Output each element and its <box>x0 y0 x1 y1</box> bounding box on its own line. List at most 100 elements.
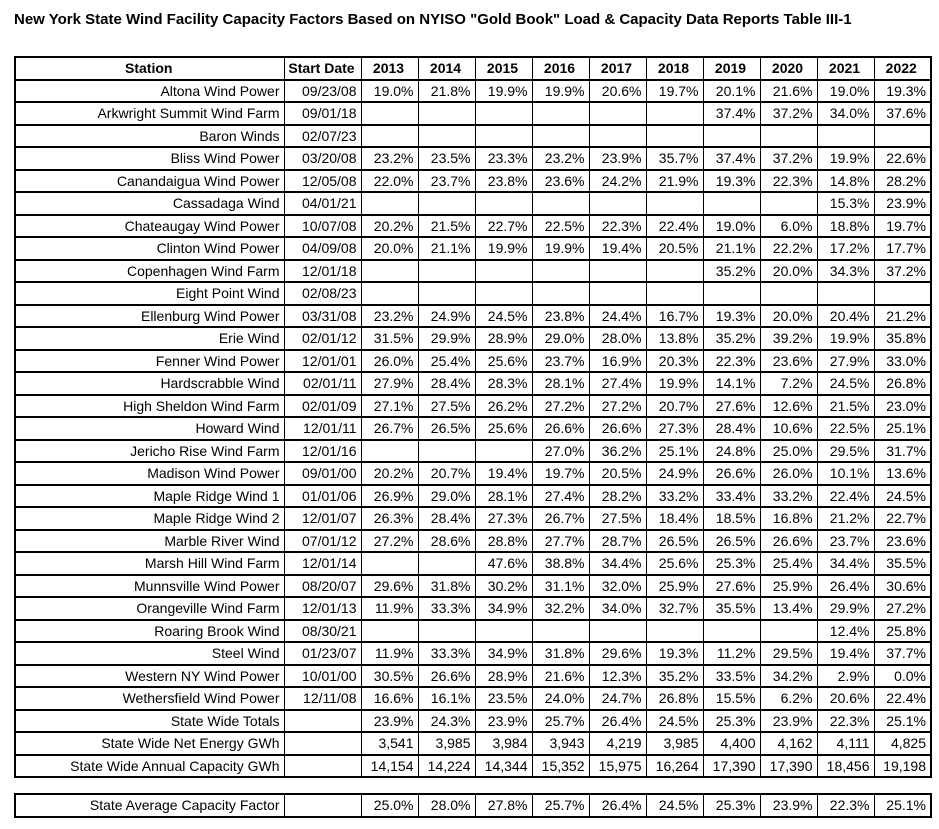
column-header-2015: 2015 <box>474 56 533 81</box>
value-cell: 24.9% <box>645 461 704 486</box>
value-cell: 6.0% <box>759 213 818 238</box>
value-cell: 20.6% <box>588 78 647 103</box>
value-cell: 23.9% <box>873 191 932 216</box>
value-cell: 36.2% <box>588 438 647 463</box>
table-row: Orangeville Wind Farm 12/01/13 11.9% 33.3% 3… <box>14 596 932 621</box>
start-date-cell: 02/07/23 <box>283 123 362 148</box>
value-cell: 7.2% <box>759 371 818 396</box>
table-row: Erie Wind 02/01/12 31.5% 29.9% 28.9% 29.0% 28.… <box>14 326 932 351</box>
value-cell: 19.4% <box>474 461 533 486</box>
value-cell: 31.8% <box>417 573 476 598</box>
value-cell: 26.4% <box>588 793 647 818</box>
value-cell: 23.2% <box>531 146 590 171</box>
table-row: Howard Wind 12/01/11 26.7% 26.5% 25.6% 26.6% 2… <box>14 416 932 441</box>
value-cell: 17,390 <box>702 753 761 778</box>
table-row: Bliss Wind Power 03/20/08 23.2% 23.5% 23.3% 2… <box>14 146 932 171</box>
value-cell: 27.6% <box>702 573 761 598</box>
value-cell: 28.4% <box>417 506 476 531</box>
station-cell: Hardscrabble Wind <box>14 371 285 396</box>
station-cell: Western NY Wind Power <box>14 663 285 688</box>
value-cell: 33.3% <box>417 596 476 621</box>
value-cell: 35.5% <box>702 596 761 621</box>
value-cell: 27.3% <box>474 506 533 531</box>
value-cell: 19.7% <box>531 461 590 486</box>
value-cell: 14,154 <box>360 753 419 778</box>
value-cell: 19.9% <box>531 78 590 103</box>
value-cell: 47.6% <box>474 551 533 576</box>
state-average-table: State Average Capacity Factor 25.0% 28.0%… <box>14 793 932 818</box>
value-cell: 34.9% <box>474 641 533 666</box>
value-cell <box>417 438 476 463</box>
table-row: Altona Wind Power 09/23/08 19.0% 21.8% 19.9%… <box>14 78 932 103</box>
value-cell: 26.5% <box>645 528 704 553</box>
value-cell: 33.5% <box>702 663 761 688</box>
value-cell: 25.6% <box>645 551 704 576</box>
table-row: Hardscrabble Wind 02/01/11 27.9% 28.4% 28.3%… <box>14 371 932 396</box>
value-cell: 18.4% <box>645 506 704 531</box>
start-date-cell: 07/01/12 <box>283 528 362 553</box>
table-row: Munnsville Wind Power 08/20/07 29.6% 31.8% 3… <box>14 573 932 598</box>
table-row: Ellenburg Wind Power 03/31/08 23.2% 24.9% 24… <box>14 303 932 328</box>
value-cell <box>702 191 761 216</box>
state-average-label: State Average Capacity Factor <box>14 793 285 818</box>
table-row: Arkwright Summit Wind Farm 09/01/18 37.4% 3… <box>14 101 932 126</box>
value-cell <box>816 281 875 306</box>
start-date-cell: 08/20/07 <box>283 573 362 598</box>
value-cell: 21.2% <box>816 506 875 531</box>
start-date-cell: 12/01/11 <box>283 416 362 441</box>
value-cell <box>360 123 419 148</box>
header-row: Station Start Date 2013 2014 2015 2016 2017 201… <box>14 56 932 81</box>
value-cell: 26.3% <box>360 506 419 531</box>
value-cell: 24.2% <box>588 168 647 193</box>
value-cell: 34.0% <box>588 596 647 621</box>
value-cell: 28.4% <box>417 371 476 396</box>
value-cell <box>531 281 590 306</box>
value-cell: 26.2% <box>474 393 533 418</box>
value-cell <box>588 281 647 306</box>
value-cell: 28.1% <box>531 371 590 396</box>
value-cell <box>645 123 704 148</box>
value-cell: 35.2% <box>645 663 704 688</box>
value-cell: 25.3% <box>702 708 761 733</box>
column-header-2018: 2018 <box>645 56 704 81</box>
station-cell: Clinton Wind Power <box>14 236 285 261</box>
value-cell: 20.7% <box>417 461 476 486</box>
value-cell: 17,390 <box>759 753 818 778</box>
value-cell: 28.9% <box>474 663 533 688</box>
value-cell: 32.0% <box>588 573 647 598</box>
value-cell: 20.3% <box>645 348 704 373</box>
station-cell: State Wide Annual Capacity GWh <box>14 753 285 778</box>
start-date-cell: 09/23/08 <box>283 78 362 103</box>
start-date-cell: 12/01/13 <box>283 596 362 621</box>
column-header-2022: 2022 <box>873 56 932 81</box>
value-cell: 23.7% <box>417 168 476 193</box>
value-cell: 27.9% <box>360 371 419 396</box>
value-cell: 4,162 <box>759 731 818 756</box>
value-cell: 19.3% <box>873 78 932 103</box>
station-cell: Erie Wind <box>14 326 285 351</box>
value-cell: 18.5% <box>702 506 761 531</box>
value-cell: 25.8% <box>873 618 932 643</box>
station-cell: Orangeville Wind Farm <box>14 596 285 621</box>
value-cell: 26.0% <box>360 348 419 373</box>
value-cell: 38.8% <box>531 551 590 576</box>
value-cell: 22.3% <box>588 213 647 238</box>
value-cell: 19.4% <box>816 641 875 666</box>
value-cell: 23.9% <box>474 708 533 733</box>
value-cell: 22.3% <box>702 348 761 373</box>
value-cell: 23.0% <box>873 393 932 418</box>
value-cell: 4,219 <box>588 731 647 756</box>
value-cell: 22.4% <box>873 686 932 711</box>
value-cell: 3,943 <box>531 731 590 756</box>
value-cell: 4,111 <box>816 731 875 756</box>
value-cell: 25.4% <box>759 551 818 576</box>
value-cell: 25.6% <box>474 416 533 441</box>
station-cell: Marble River Wind <box>14 528 285 553</box>
value-cell <box>474 191 533 216</box>
value-cell <box>360 101 419 126</box>
value-cell: 26.6% <box>588 416 647 441</box>
column-header-2020: 2020 <box>759 56 818 81</box>
value-cell <box>531 101 590 126</box>
value-cell: 26.6% <box>759 528 818 553</box>
